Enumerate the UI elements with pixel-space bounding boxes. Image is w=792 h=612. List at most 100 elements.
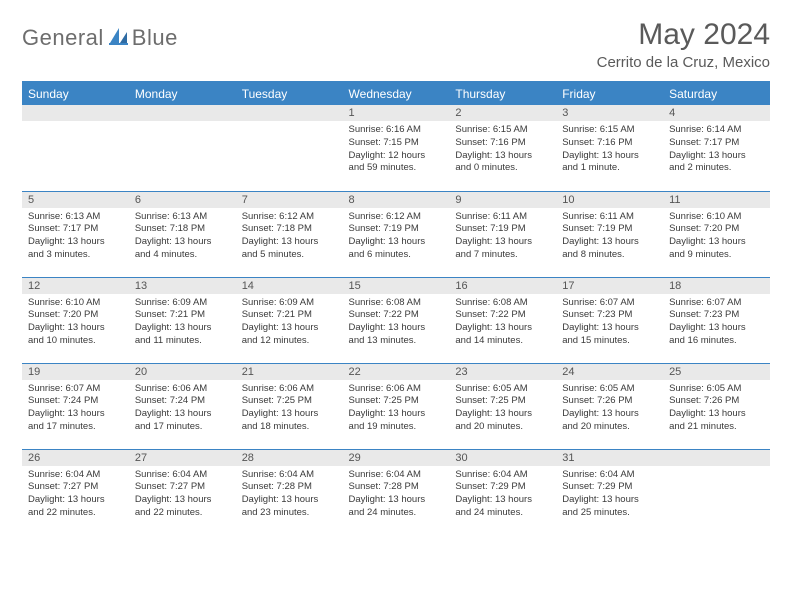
daylight-text: Daylight: 13 hours — [242, 494, 337, 507]
daylight-text: Daylight: 13 hours — [455, 322, 550, 335]
day-content: Sunrise: 6:08 AMSunset: 7:22 PMDaylight:… — [343, 294, 450, 350]
daylight-text: Daylight: 13 hours — [242, 322, 337, 335]
day-cell — [22, 105, 129, 191]
day-number: 24 — [556, 364, 663, 380]
day-cell — [129, 105, 236, 191]
day-number: 26 — [22, 450, 129, 466]
daylight-text: Daylight: 13 hours — [28, 408, 123, 421]
sunset-text: Sunset: 7:25 PM — [455, 395, 550, 408]
sunset-text: Sunset: 7:24 PM — [28, 395, 123, 408]
day-cell: 30Sunrise: 6:04 AMSunset: 7:29 PMDayligh… — [449, 449, 556, 535]
daylight-text: and 9 minutes. — [669, 249, 764, 262]
sunrise-text: Sunrise: 6:15 AM — [455, 124, 550, 137]
daylight-text: and 8 minutes. — [562, 249, 657, 262]
daylight-text: Daylight: 13 hours — [135, 494, 230, 507]
daylight-text: and 17 minutes. — [28, 421, 123, 434]
daylight-text: Daylight: 13 hours — [135, 322, 230, 335]
day-content: Sunrise: 6:05 AMSunset: 7:26 PMDaylight:… — [663, 380, 770, 436]
day-number: 25 — [663, 364, 770, 380]
day-header: Tuesday — [236, 82, 343, 105]
day-cell: 11Sunrise: 6:10 AMSunset: 7:20 PMDayligh… — [663, 191, 770, 277]
day-cell: 31Sunrise: 6:04 AMSunset: 7:29 PMDayligh… — [556, 449, 663, 535]
day-number: 14 — [236, 278, 343, 294]
daylight-text: and 13 minutes. — [349, 335, 444, 348]
day-cell: 5Sunrise: 6:13 AMSunset: 7:17 PMDaylight… — [22, 191, 129, 277]
day-content: Sunrise: 6:04 AMSunset: 7:27 PMDaylight:… — [22, 466, 129, 522]
sunset-text: Sunset: 7:22 PM — [349, 309, 444, 322]
day-number: 13 — [129, 278, 236, 294]
day-cell: 16Sunrise: 6:08 AMSunset: 7:22 PMDayligh… — [449, 277, 556, 363]
sunset-text: Sunset: 7:18 PM — [242, 223, 337, 236]
day-number: 10 — [556, 192, 663, 208]
day-content: Sunrise: 6:14 AMSunset: 7:17 PMDaylight:… — [663, 121, 770, 177]
sunset-text: Sunset: 7:19 PM — [455, 223, 550, 236]
day-cell: 29Sunrise: 6:04 AMSunset: 7:28 PMDayligh… — [343, 449, 450, 535]
day-cell: 8Sunrise: 6:12 AMSunset: 7:19 PMDaylight… — [343, 191, 450, 277]
day-number: 5 — [22, 192, 129, 208]
day-cell: 7Sunrise: 6:12 AMSunset: 7:18 PMDaylight… — [236, 191, 343, 277]
day-number: 12 — [22, 278, 129, 294]
day-cell — [236, 105, 343, 191]
daylight-text: Daylight: 13 hours — [135, 408, 230, 421]
daylight-text: Daylight: 13 hours — [455, 494, 550, 507]
daylight-text: and 2 minutes. — [669, 162, 764, 175]
day-cell: 19Sunrise: 6:07 AMSunset: 7:24 PMDayligh… — [22, 363, 129, 449]
sunset-text: Sunset: 7:22 PM — [455, 309, 550, 322]
week-row: 1Sunrise: 6:16 AMSunset: 7:15 PMDaylight… — [22, 105, 770, 191]
sunrise-text: Sunrise: 6:06 AM — [242, 383, 337, 396]
daylight-text: and 12 minutes. — [242, 335, 337, 348]
day-header: Sunday — [22, 82, 129, 105]
daylight-text: and 7 minutes. — [455, 249, 550, 262]
day-header: Monday — [129, 82, 236, 105]
day-header: Thursday — [449, 82, 556, 105]
day-number: 30 — [449, 450, 556, 466]
day-cell — [663, 449, 770, 535]
day-cell: 23Sunrise: 6:05 AMSunset: 7:25 PMDayligh… — [449, 363, 556, 449]
day-number: 28 — [236, 450, 343, 466]
week-row: 26Sunrise: 6:04 AMSunset: 7:27 PMDayligh… — [22, 449, 770, 535]
day-content: Sunrise: 6:07 AMSunset: 7:24 PMDaylight:… — [22, 380, 129, 436]
daylight-text: Daylight: 13 hours — [562, 494, 657, 507]
daylight-text: and 20 minutes. — [562, 421, 657, 434]
sunrise-text: Sunrise: 6:05 AM — [669, 383, 764, 396]
day-content: Sunrise: 6:09 AMSunset: 7:21 PMDaylight:… — [236, 294, 343, 350]
daylight-text: Daylight: 13 hours — [349, 236, 444, 249]
daylight-text: and 10 minutes. — [28, 335, 123, 348]
day-number: 17 — [556, 278, 663, 294]
week-row: 5Sunrise: 6:13 AMSunset: 7:17 PMDaylight… — [22, 191, 770, 277]
day-cell: 3Sunrise: 6:15 AMSunset: 7:16 PMDaylight… — [556, 105, 663, 191]
day-cell: 28Sunrise: 6:04 AMSunset: 7:28 PMDayligh… — [236, 449, 343, 535]
daylight-text: and 16 minutes. — [669, 335, 764, 348]
sunrise-text: Sunrise: 6:04 AM — [135, 469, 230, 482]
calendar-header-row: SundayMondayTuesdayWednesdayThursdayFrid… — [22, 82, 770, 105]
daylight-text: and 21 minutes. — [669, 421, 764, 434]
day-number: 20 — [129, 364, 236, 380]
title-block: May 2024 Cerrito de la Cruz, Mexico — [597, 18, 770, 71]
day-header: Wednesday — [343, 82, 450, 105]
day-content: Sunrise: 6:05 AMSunset: 7:25 PMDaylight:… — [449, 380, 556, 436]
day-content: Sunrise: 6:16 AMSunset: 7:15 PMDaylight:… — [343, 121, 450, 177]
sunrise-text: Sunrise: 6:10 AM — [28, 297, 123, 310]
sail-icon — [108, 26, 130, 51]
day-number: 27 — [129, 450, 236, 466]
daylight-text: and 4 minutes. — [135, 249, 230, 262]
day-cell: 26Sunrise: 6:04 AMSunset: 7:27 PMDayligh… — [22, 449, 129, 535]
daylight-text: Daylight: 13 hours — [562, 408, 657, 421]
calendar-page: General Blue May 2024 Cerrito de la Cruz… — [0, 0, 792, 553]
daylight-text: Daylight: 13 hours — [28, 494, 123, 507]
day-content: Sunrise: 6:06 AMSunset: 7:24 PMDaylight:… — [129, 380, 236, 436]
sunrise-text: Sunrise: 6:12 AM — [242, 211, 337, 224]
sunset-text: Sunset: 7:26 PM — [669, 395, 764, 408]
day-content: Sunrise: 6:04 AMSunset: 7:28 PMDaylight:… — [343, 466, 450, 522]
day-number — [236, 105, 343, 121]
daylight-text: Daylight: 12 hours — [349, 150, 444, 163]
sunset-text: Sunset: 7:19 PM — [349, 223, 444, 236]
calendar-body: 1Sunrise: 6:16 AMSunset: 7:15 PMDaylight… — [22, 105, 770, 535]
daylight-text: Daylight: 13 hours — [455, 236, 550, 249]
day-number: 29 — [343, 450, 450, 466]
sunrise-text: Sunrise: 6:04 AM — [242, 469, 337, 482]
sunset-text: Sunset: 7:20 PM — [669, 223, 764, 236]
daylight-text: Daylight: 13 hours — [28, 322, 123, 335]
daylight-text: Daylight: 13 hours — [669, 150, 764, 163]
day-header: Friday — [556, 82, 663, 105]
